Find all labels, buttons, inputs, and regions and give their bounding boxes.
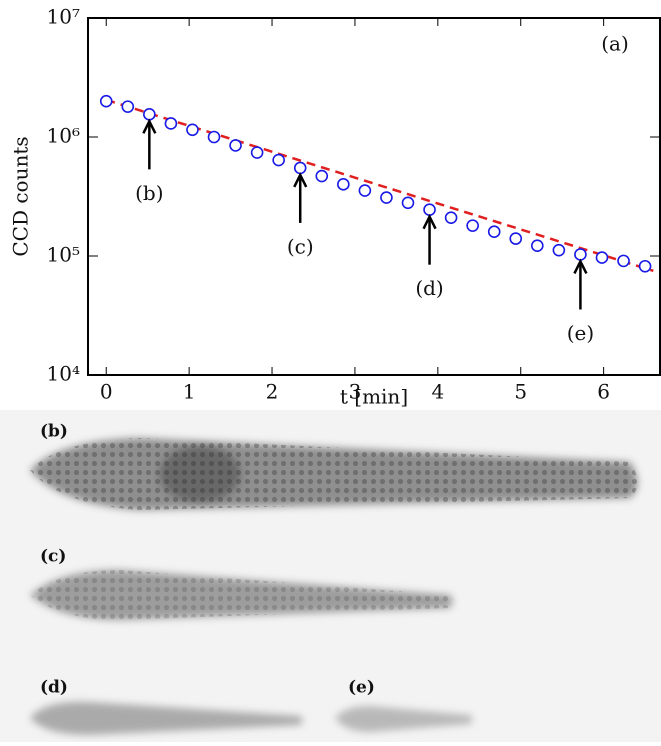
data-point bbox=[186, 123, 199, 137]
data-point bbox=[380, 191, 393, 204]
image-c bbox=[30, 570, 453, 620]
plot-frame bbox=[87, 17, 661, 376]
data-point bbox=[574, 248, 587, 261]
x-tick-label: 5 bbox=[514, 380, 527, 404]
data-point bbox=[207, 130, 221, 144]
x-tick-label: 3 bbox=[349, 380, 362, 404]
image-b bbox=[30, 438, 638, 510]
data-point bbox=[531, 239, 544, 253]
y-tick-label: 10⁷ bbox=[47, 5, 80, 29]
annotation-label: (e) bbox=[567, 321, 594, 345]
data-point bbox=[595, 251, 609, 264]
data-point bbox=[466, 219, 479, 232]
data-point bbox=[444, 211, 458, 224]
data-point bbox=[509, 232, 523, 245]
panel-label: (e) bbox=[348, 678, 375, 698]
data-point bbox=[401, 196, 415, 210]
data-point bbox=[552, 243, 566, 257]
x-axis-label: t [min] bbox=[340, 385, 408, 409]
y-tick-label: 10⁶ bbox=[47, 124, 80, 148]
x-tick-label: 4 bbox=[431, 380, 444, 404]
data-point bbox=[293, 161, 307, 175]
x-tick-label: 6 bbox=[597, 380, 610, 404]
x-tick-label: 2 bbox=[266, 380, 279, 404]
data-point bbox=[487, 225, 501, 239]
annotation-arrowhead bbox=[293, 172, 308, 188]
data-point bbox=[272, 153, 285, 167]
y-tick-label: 10⁴ bbox=[47, 362, 80, 386]
panel-label: (d) bbox=[40, 678, 68, 698]
data-point bbox=[229, 139, 242, 152]
data-point bbox=[617, 254, 630, 268]
x-tick-label: 0 bbox=[100, 380, 113, 404]
annotation-arrowhead bbox=[142, 118, 157, 134]
data-point bbox=[358, 184, 372, 197]
y-axis-label: CCD counts bbox=[9, 136, 33, 256]
panel-label: (a) bbox=[601, 32, 629, 56]
panel-label: (c) bbox=[40, 547, 66, 567]
data-point bbox=[638, 259, 652, 273]
annotation-label: (b) bbox=[135, 181, 163, 205]
data-point bbox=[164, 117, 178, 130]
annotation-arrowhead bbox=[573, 258, 588, 275]
panel-label: (b) bbox=[40, 422, 68, 442]
data-point bbox=[423, 203, 436, 216]
data-point bbox=[315, 169, 329, 183]
data-point bbox=[250, 146, 264, 159]
annotation-label: (d) bbox=[415, 276, 443, 300]
data-point bbox=[337, 178, 350, 191]
x-tick-label: 1 bbox=[183, 380, 196, 404]
data-point bbox=[99, 94, 113, 108]
data-point bbox=[121, 100, 135, 113]
image-e bbox=[335, 706, 473, 732]
data-point bbox=[143, 108, 156, 121]
y-tick-label: 10⁵ bbox=[47, 243, 80, 267]
annotation-arrowhead bbox=[422, 213, 437, 230]
annotation-label: (c) bbox=[287, 234, 314, 258]
image-d bbox=[30, 701, 303, 735]
